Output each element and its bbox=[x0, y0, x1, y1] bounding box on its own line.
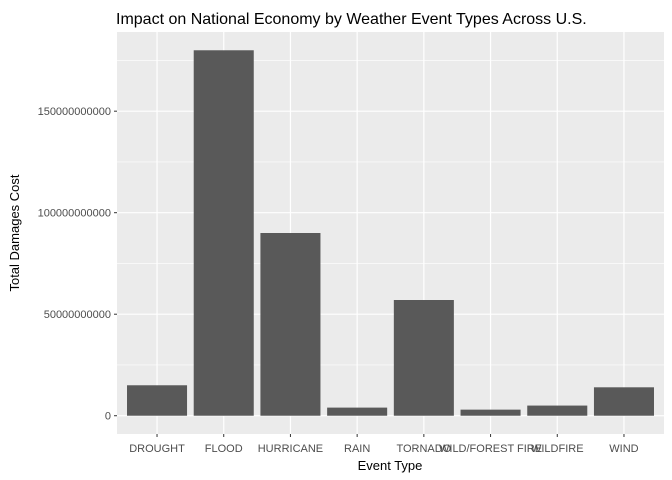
bar-hurricane bbox=[260, 233, 321, 416]
y-tick-label: 50000000000 bbox=[44, 309, 111, 321]
x-tick-label: WILDFIRE bbox=[531, 443, 584, 455]
x-tick-label: DROUGHT bbox=[129, 443, 185, 455]
bar-wild-forest-fire bbox=[460, 409, 521, 416]
y-tick-label: 150000000000 bbox=[38, 106, 111, 118]
y-axis: 0 50000000000 100000000000 150000000000 bbox=[38, 106, 117, 423]
chart-title: Impact on National Economy by Weather Ev… bbox=[116, 11, 587, 28]
bar-rain bbox=[327, 407, 388, 416]
bar-flood bbox=[193, 50, 254, 416]
x-tick-label: HURRICANE bbox=[258, 443, 323, 455]
bars bbox=[127, 50, 654, 416]
x-tick-label: FLOOD bbox=[205, 443, 243, 455]
x-tick-label: WILD/FOREST FIRE bbox=[439, 443, 542, 455]
bar-drought bbox=[127, 385, 188, 416]
x-axis: DROUGHT FLOOD HURRICANE RAIN TORNADOWILD/FOR… bbox=[129, 434, 639, 455]
x-tick-label: RAIN bbox=[344, 443, 370, 455]
x-tick-label: WIND bbox=[609, 443, 638, 455]
x-tick-label: TORNADO bbox=[396, 443, 451, 455]
y-tick-label: 100000000000 bbox=[38, 208, 111, 220]
x-axis-title: Event Type bbox=[358, 458, 423, 473]
y-axis-title: Total Damages Cost bbox=[7, 174, 22, 291]
bar-wind bbox=[593, 387, 654, 416]
y-tick-label: 0 bbox=[105, 411, 111, 423]
bar-tornado bbox=[393, 300, 454, 416]
bar-wildfire bbox=[527, 405, 588, 416]
